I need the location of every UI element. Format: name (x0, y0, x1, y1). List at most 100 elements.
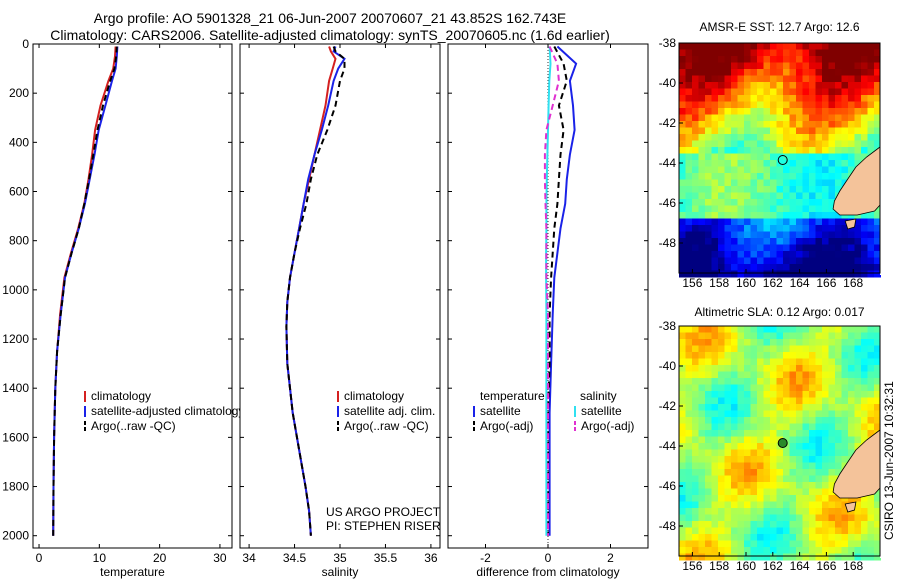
heatmap-cell (776, 114, 784, 122)
heatmap-cell (783, 199, 790, 206)
heatmap-cell (874, 205, 881, 213)
heatmap-cell (776, 108, 784, 115)
panel-salinity: 34 34.5 35 35.5 36salinityclimatologysatelli… (239, 43, 441, 579)
heatmap-cell (692, 153, 699, 161)
heatmap-cell (861, 404, 868, 411)
heatmap-cell (737, 82, 745, 89)
heatmap-cell (796, 371, 803, 379)
heatmap-cell (802, 43, 810, 50)
heatmap-cell (731, 540, 738, 548)
heatmap-cell (737, 62, 745, 70)
heatmap-cell (679, 75, 686, 83)
heatmap-cell (692, 430, 699, 437)
heatmap-cell (809, 231, 816, 239)
heatmap-cell (815, 358, 823, 366)
heatmap-cell (828, 462, 836, 470)
heatmap-cell (854, 436, 862, 444)
heatmap-cell (744, 75, 751, 83)
heatmap-cell (718, 173, 725, 180)
heatmap-cell (705, 140, 712, 148)
heatmap-cell (724, 410, 732, 418)
heatmap-cell (692, 114, 699, 122)
heatmap-cell (737, 231, 745, 239)
heatmap-cell (685, 482, 693, 489)
heatmap-cell (802, 384, 810, 392)
heatmap-cell (776, 69, 784, 76)
heatmap-cell (789, 456, 797, 463)
heatmap-cell (750, 134, 758, 141)
heatmap-cell (724, 326, 732, 333)
heatmap-cell (854, 404, 862, 411)
heatmap-cell (685, 140, 693, 148)
heatmap-cell (848, 264, 855, 271)
heatmap-cell (711, 244, 719, 252)
heatmap-cell (770, 501, 777, 509)
heatmap-cell (848, 345, 855, 353)
heatmap-cell (711, 462, 719, 470)
heatmap-cell (783, 88, 790, 96)
heatmap-cell (796, 456, 803, 463)
heatmap-cell (867, 127, 875, 135)
heatmap-cell (757, 140, 764, 148)
heatmap-cell (822, 339, 829, 346)
heatmap-cell (783, 179, 790, 187)
heatmap-cell (822, 160, 829, 167)
heatmap-cell (724, 501, 732, 509)
heatmap-cell (718, 417, 725, 424)
heatmap-cell (796, 449, 803, 457)
heatmap-cell (737, 147, 745, 154)
heatmap-cell (874, 488, 881, 496)
heatmap-cell (685, 462, 693, 470)
heatmap-cell (835, 270, 842, 278)
heatmap-cell (705, 56, 712, 63)
heatmap-cell (815, 127, 823, 135)
heatmap-cell (737, 270, 745, 278)
heatmap-cell (789, 244, 797, 252)
heatmap-cell (854, 495, 862, 502)
heatmap-cell (718, 410, 725, 418)
heatmap-cell (809, 75, 816, 83)
heatmap-cell (763, 134, 771, 141)
heatmap-cell (854, 82, 862, 89)
legend-label: Argo(..raw -QC) (91, 419, 176, 433)
heatmap-cell (698, 69, 706, 76)
heatmap-cell (809, 534, 816, 541)
heatmap-cell (789, 326, 797, 333)
heatmap-cell (802, 430, 810, 437)
y-tick-label: 400 (9, 135, 29, 149)
heatmap-cell (867, 534, 875, 541)
heatmap-cell (744, 225, 751, 232)
heatmap-cell (867, 140, 875, 148)
legend-label: climatology (344, 389, 404, 403)
heatmap-cell (848, 43, 855, 50)
heatmap-cell (711, 82, 719, 89)
heatmap-cell (744, 121, 751, 128)
heatmap-cell (705, 358, 712, 366)
heatmap-cell (724, 365, 732, 372)
heatmap-cell (776, 547, 784, 554)
heatmap-cell (685, 244, 693, 252)
heatmap-cell (835, 443, 842, 450)
heatmap-cell (802, 108, 810, 115)
heatmap-cell (692, 488, 699, 496)
heatmap-cell (861, 264, 868, 271)
heatmap-cell (737, 101, 745, 109)
heatmap-cell (867, 43, 875, 50)
heatmap-cell (828, 62, 836, 70)
heatmap-cell (822, 417, 829, 424)
heatmap-cell (861, 88, 868, 96)
heatmap-cell (822, 257, 829, 265)
heatmap-cell (757, 212, 764, 219)
heatmap-cell (867, 82, 875, 89)
x-tick-label: 35.5 (374, 551, 398, 565)
heatmap-cell (822, 378, 829, 385)
heatmap-cell (711, 430, 719, 437)
heatmap-cell (731, 449, 738, 457)
heatmap-cell (692, 540, 699, 548)
heatmap-cell (718, 270, 725, 278)
heatmap-cell (789, 378, 797, 385)
heatmap-cell (854, 508, 862, 515)
heatmap-cell (685, 69, 693, 76)
heatmap-cell (770, 436, 777, 444)
heatmap-cell (685, 179, 693, 187)
